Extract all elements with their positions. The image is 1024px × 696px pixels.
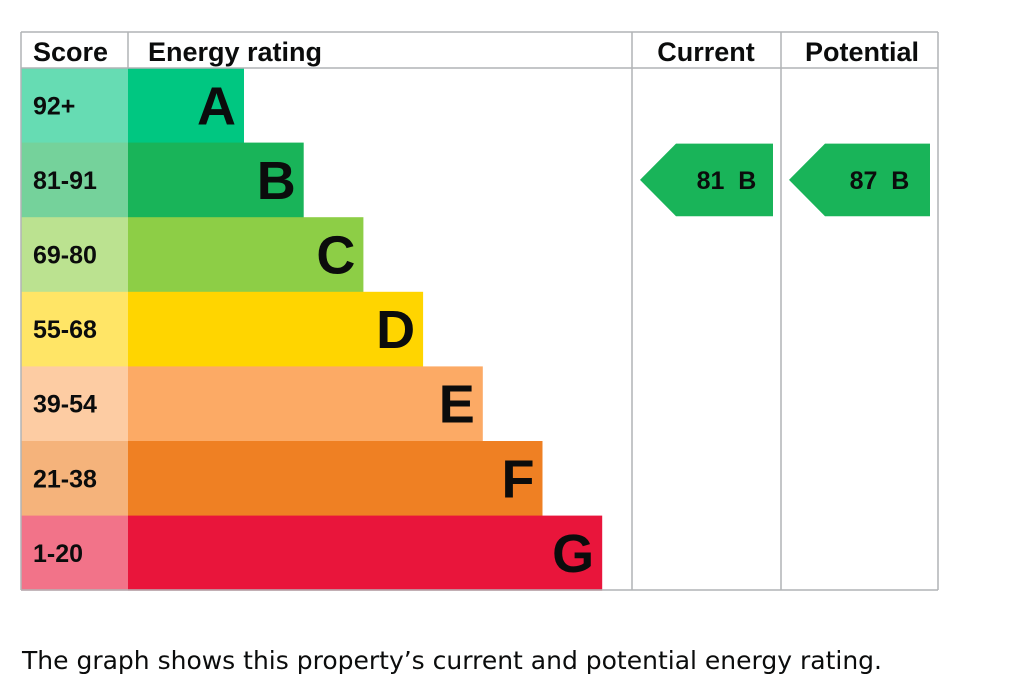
band-a: 92+ A — [21, 68, 244, 144]
band-b: 81-91 B — [21, 142, 304, 218]
band-bar-f — [128, 441, 543, 517]
score-cell-c — [21, 217, 128, 293]
band-bar-g — [128, 515, 603, 591]
score-cell-a — [21, 68, 128, 144]
current-rating-label: 81 B — [697, 167, 757, 195]
chart-caption: The graph shows this property’s current … — [22, 646, 882, 675]
score-cell-g — [21, 515, 128, 591]
header-potential: Potential — [805, 37, 919, 67]
band-bar-d — [128, 291, 424, 367]
potential-rating-marker: 87 B — [789, 143, 930, 217]
band-letter-c: C — [316, 226, 355, 286]
band-bar-e — [128, 366, 483, 442]
band-letter-d: D — [376, 300, 415, 360]
score-range-d: 55-68 — [33, 316, 97, 344]
rating-bands: 92+ A 81-91 B 69-80 C 55-68 D 39-54 E 21-38 F 1-20 G — [21, 68, 603, 591]
header-energy-rating: Energy rating — [148, 37, 322, 67]
band-f: 21-38 F — [21, 441, 543, 517]
band-letter-e: E — [439, 375, 475, 435]
score-range-e: 39-54 — [33, 391, 97, 419]
score-range-g: 1-20 — [33, 540, 83, 568]
band-bar-c — [128, 217, 364, 293]
score-range-b: 81-91 — [33, 167, 97, 195]
band-letter-b: B — [257, 151, 296, 211]
potential-rating-label: 87 B — [850, 167, 910, 195]
potential-rating-arrow — [789, 143, 930, 217]
band-letter-f: F — [502, 449, 535, 509]
header-current: Current — [657, 37, 755, 67]
band-c: 69-80 C — [21, 217, 364, 293]
score-range-a: 92+ — [33, 92, 75, 120]
band-bar-b — [128, 142, 304, 218]
header-score: Score — [33, 37, 108, 67]
band-g: 1-20 G — [21, 515, 603, 591]
current-rating-arrow — [640, 143, 773, 217]
band-e: 39-54 E — [21, 366, 483, 442]
score-range-c: 69-80 — [33, 242, 97, 270]
energy-rating-chart: Score Energy rating Current Potential 92… — [20, 31, 939, 591]
band-letter-g: G — [552, 524, 594, 584]
band-d: 55-68 D — [21, 291, 424, 367]
band-letter-a: A — [197, 76, 236, 136]
score-cell-e — [21, 366, 128, 442]
band-bar-a — [128, 68, 244, 144]
score-range-f: 21-38 — [33, 465, 97, 493]
score-cell-f — [21, 441, 128, 517]
chart-grid — [20, 31, 939, 591]
score-cell-d — [21, 291, 128, 367]
current-rating-marker: 81 B — [640, 143, 773, 217]
score-cell-b — [21, 142, 128, 218]
